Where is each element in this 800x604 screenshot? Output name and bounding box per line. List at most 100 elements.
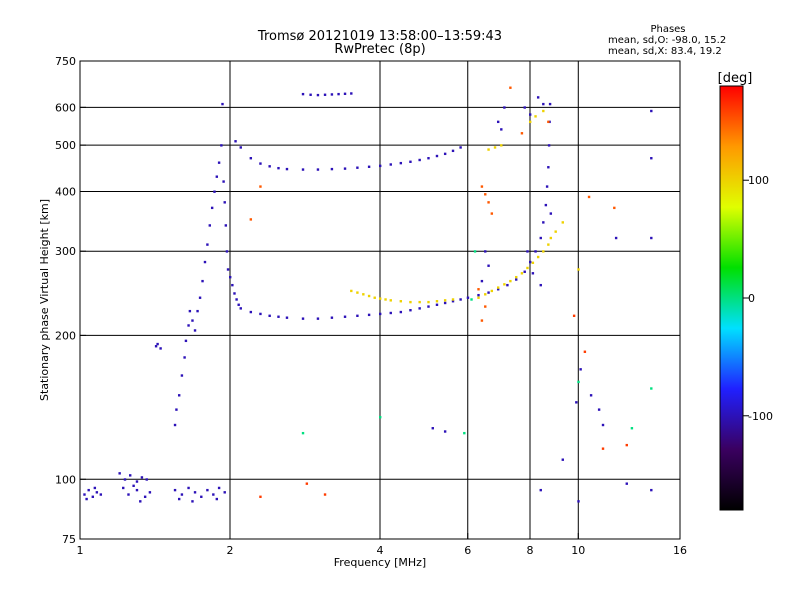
data-point — [418, 300, 421, 304]
data-point — [91, 495, 95, 498]
data-point — [389, 311, 392, 315]
data-point — [229, 275, 232, 279]
data-point — [536, 255, 540, 259]
data-point — [285, 167, 289, 171]
data-point — [509, 86, 512, 89]
data-point — [215, 175, 219, 178]
data-point — [259, 312, 262, 316]
data-point — [225, 250, 229, 253]
data-point — [520, 132, 524, 135]
data-point — [180, 493, 184, 496]
data-point — [487, 201, 490, 204]
data-point — [379, 312, 382, 316]
data-point — [547, 243, 550, 246]
data-point — [531, 261, 535, 264]
data-point — [220, 144, 223, 147]
data-point — [547, 144, 551, 147]
data-point — [201, 279, 204, 283]
data-point — [139, 500, 142, 503]
data-point — [93, 486, 97, 490]
data-point — [496, 286, 500, 289]
data-point — [470, 298, 473, 301]
data-points — [83, 86, 653, 503]
data-point — [379, 297, 382, 300]
data-point — [343, 315, 347, 318]
data-point — [451, 298, 455, 301]
data-point — [198, 296, 202, 299]
data-point — [343, 167, 347, 170]
data-point — [496, 288, 500, 291]
data-point — [579, 368, 582, 371]
data-point — [122, 486, 125, 490]
data-point — [443, 301, 447, 305]
data-point — [409, 300, 412, 304]
data-point — [490, 212, 494, 215]
data-point — [589, 394, 593, 397]
data-point — [145, 478, 148, 481]
data-point — [135, 480, 139, 483]
data-point — [451, 149, 455, 153]
data-point — [529, 120, 532, 124]
x-tick-label: 1 — [77, 544, 84, 557]
data-point — [650, 236, 653, 240]
grid-lines — [80, 61, 680, 539]
data-point — [123, 478, 127, 481]
data-point — [542, 109, 545, 113]
data-point — [173, 423, 177, 427]
data-point — [542, 102, 545, 106]
data-point — [196, 309, 199, 313]
data-point — [487, 264, 490, 267]
data-point — [523, 270, 526, 273]
data-point — [529, 260, 532, 264]
y-tick-label: 750 — [55, 55, 76, 68]
data-point — [85, 497, 88, 501]
data-point — [554, 230, 557, 233]
data-point — [549, 236, 553, 240]
data-point — [193, 491, 197, 494]
data-point — [367, 313, 371, 317]
data-point — [473, 250, 477, 253]
data-point — [154, 345, 158, 348]
colorbar — [719, 85, 744, 511]
chart-subtitle: RwPretec (8p) — [334, 42, 425, 57]
data-point — [399, 161, 403, 165]
data-point — [545, 185, 549, 188]
data-point — [285, 316, 289, 319]
data-point — [173, 488, 177, 492]
data-point — [477, 296, 480, 299]
data-point — [459, 298, 462, 301]
data-point — [356, 314, 359, 318]
data-point — [503, 106, 506, 109]
data-point — [577, 380, 580, 384]
data-point — [480, 319, 484, 322]
data-point — [520, 272, 524, 275]
data-point — [583, 350, 587, 353]
data-point — [587, 195, 591, 199]
data-point — [233, 292, 236, 295]
data-point — [490, 289, 494, 293]
colorbar-tick-label: 100 — [748, 174, 769, 187]
data-point — [118, 472, 121, 475]
data-point — [534, 115, 537, 118]
data-point — [221, 102, 224, 106]
data-point — [277, 315, 280, 318]
data-point — [330, 316, 334, 319]
data-point — [222, 180, 225, 183]
data-point — [427, 300, 430, 304]
data-point — [484, 250, 487, 253]
data-point — [249, 218, 253, 221]
data-point — [548, 120, 551, 124]
data-point — [379, 415, 382, 419]
data-point — [561, 221, 564, 224]
data-point — [350, 92, 353, 95]
y-tick-label: 500 — [55, 139, 76, 152]
data-point — [87, 488, 90, 492]
data-point — [301, 92, 305, 96]
data-point — [418, 307, 421, 310]
data-point — [237, 303, 240, 306]
data-point — [183, 356, 186, 359]
data-point — [316, 93, 320, 97]
data-point — [316, 317, 320, 320]
data-point — [148, 491, 152, 494]
data-point — [515, 278, 518, 281]
